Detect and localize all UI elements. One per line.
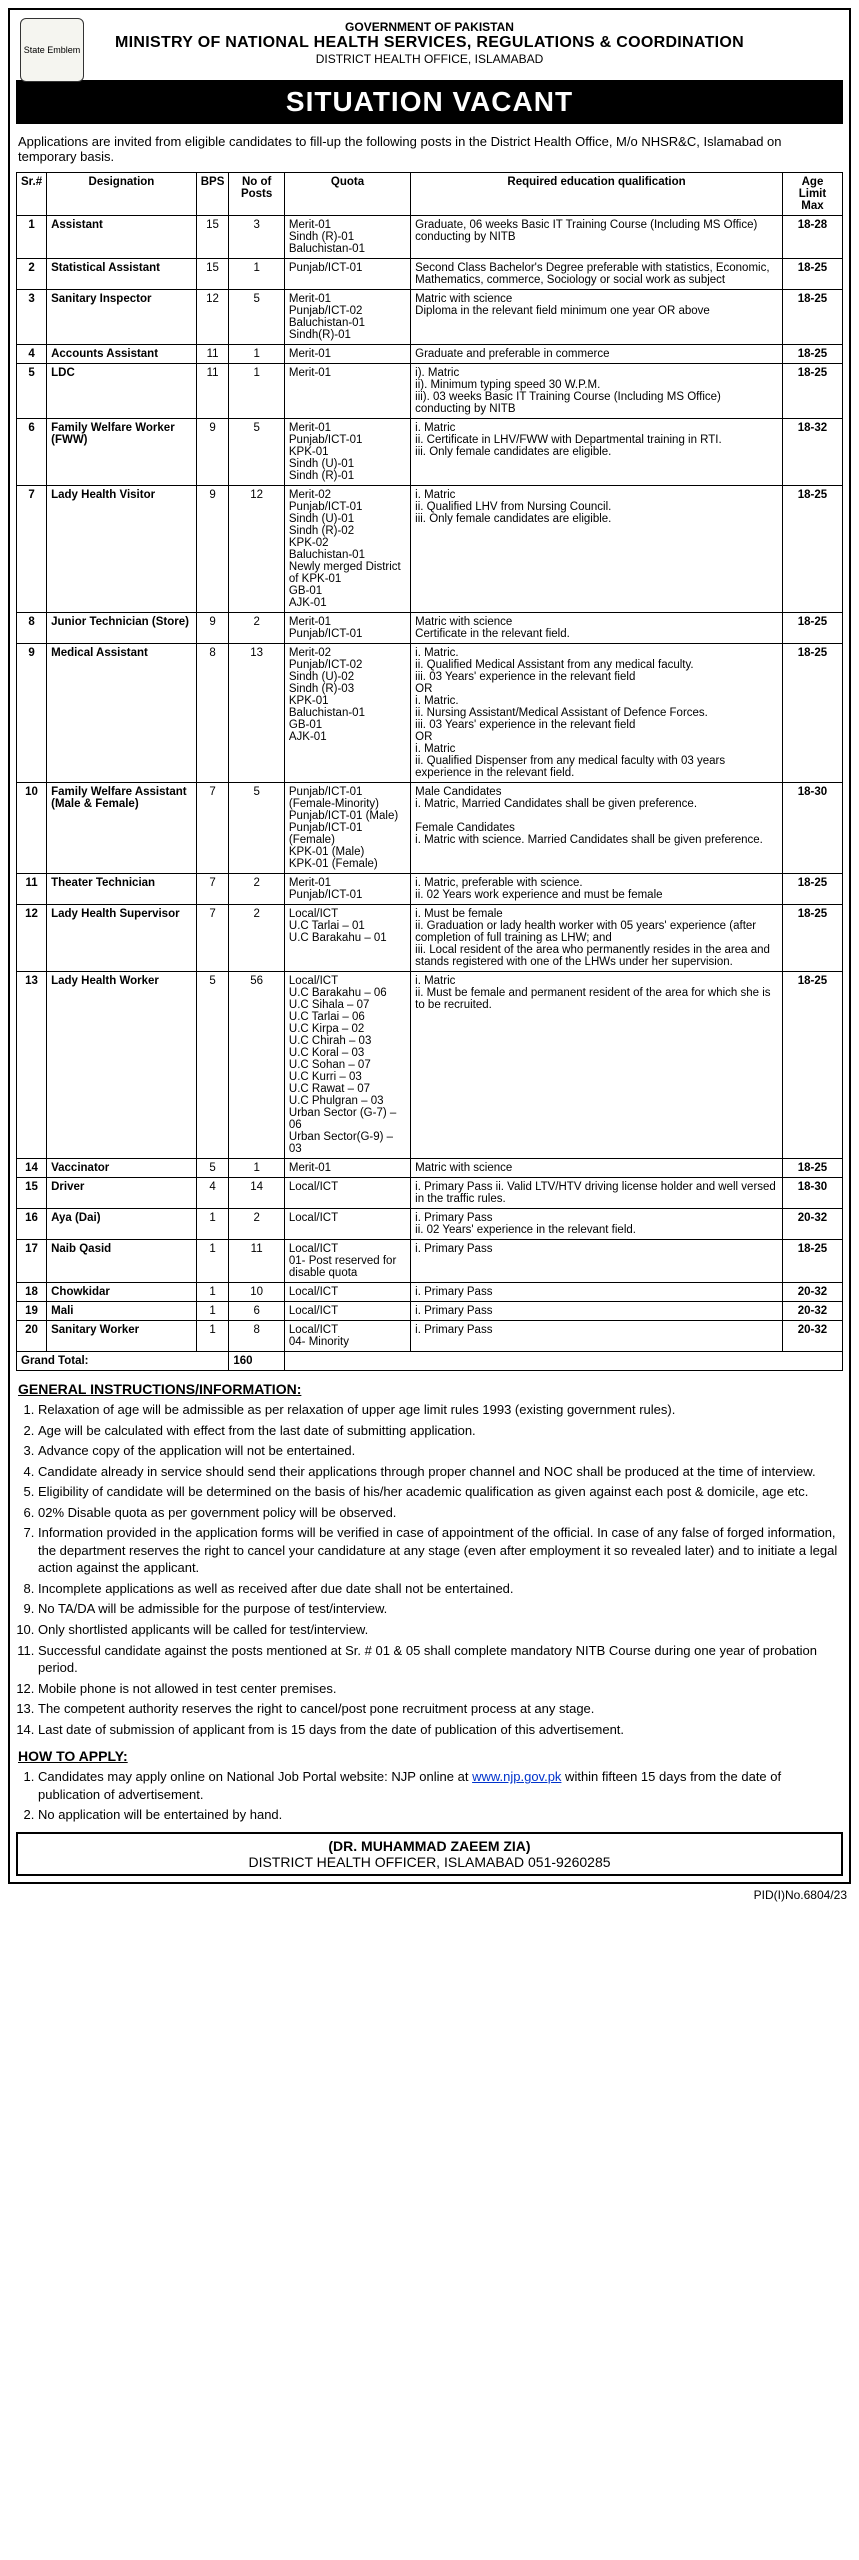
table-row: 14Vaccinator51Merit-01Matric with scienc… (17, 1159, 843, 1178)
table-row: 7Lady Health Visitor912Merit-02 Punjab/I… (17, 486, 843, 613)
jobs-col-0: Sr.# (17, 173, 47, 216)
instruction-item: Eligibility of candidate will be determi… (38, 1483, 841, 1501)
pid-number: PID(I)No.6804/23 (8, 1888, 851, 1902)
table-row: 17Naib Qasid111Local/ICT 01- Post reserv… (17, 1240, 843, 1283)
signatory-title: DISTRICT HEALTH OFFICER, ISLAMABAD 051-9… (24, 1854, 835, 1870)
instruction-item: Incomplete applications as well as recei… (38, 1580, 841, 1598)
table-row: 6Family Welfare Worker (FWW)95Merit-01 P… (17, 419, 843, 486)
instruction-item: Last date of submission of applicant fro… (38, 1721, 841, 1739)
gov-line: GOVERNMENT OF PAKISTAN (16, 20, 843, 34)
instruction-item: Only shortlisted applicants will be call… (38, 1621, 841, 1639)
table-row: 15Driver414Local/ICTi. Primary Pass ii. … (17, 1178, 843, 1209)
jobs-col-4: Quota (284, 173, 410, 216)
instruction-item: Relaxation of age will be admissible as … (38, 1401, 841, 1419)
office-line: DISTRICT HEALTH OFFICE, ISLAMABAD (16, 52, 843, 66)
signatory-name: (DR. MUHAMMAD ZAEEM ZIA) (24, 1838, 835, 1854)
table-row: 13Lady Health Worker556Local/ICT U.C Bar… (17, 972, 843, 1159)
state-emblem-icon: State Emblem (20, 18, 84, 82)
jobs-col-6: Age Limit Max (782, 173, 842, 216)
table-row: 8Junior Technician (Store)92Merit-01 Pun… (17, 613, 843, 644)
table-row: 16Aya (Dai)12Local/ICTi. Primary Pass ii… (17, 1209, 843, 1240)
table-row: 19Mali16Local/ICTi. Primary Pass20-32 (17, 1302, 843, 1321)
header: State Emblem GOVERNMENT OF PAKISTAN MINI… (16, 16, 843, 74)
signature-box: (DR. MUHAMMAD ZAEEM ZIA) DISTRICT HEALTH… (16, 1832, 843, 1876)
table-row: 5LDC111Merit-01i). Matric ii). Minimum t… (17, 364, 843, 419)
table-row: 9Medical Assistant813Merit-02 Punjab/ICT… (17, 644, 843, 783)
instruction-item: Candidate already in service should send… (38, 1463, 841, 1481)
jobs-col-2: BPS (196, 173, 229, 216)
jobs-col-5: Required education qualification (411, 173, 783, 216)
grand-total-row: Grand Total:160 (17, 1352, 843, 1371)
instruction-item: Successful candidate against the posts m… (38, 1642, 841, 1677)
instruction-item: Information provided in the application … (38, 1524, 841, 1577)
table-row: 4Accounts Assistant111Merit-01Graduate a… (17, 345, 843, 364)
njp-link[interactable]: www.njp.gov.pk (472, 1769, 561, 1784)
instruction-item: The competent authority reserves the rig… (38, 1700, 841, 1718)
jobs-col-3: No of Posts (229, 173, 285, 216)
intro-text: Applications are invited from eligible c… (18, 134, 841, 164)
table-row: 2Statistical Assistant151Punjab/ICT-01Se… (17, 259, 843, 290)
instruction-item: Advance copy of the application will not… (38, 1442, 841, 1460)
apply-item: Candidates may apply online on National … (38, 1768, 841, 1803)
jobs-col-1: Designation (47, 173, 197, 216)
ministry-line: MINISTRY OF NATIONAL HEALTH SERVICES, RE… (16, 34, 843, 52)
jobs-table: Sr.#DesignationBPSNo of PostsQuotaRequir… (16, 172, 843, 1371)
apply-list: Candidates may apply online on National … (38, 1768, 841, 1824)
instructions-heading: GENERAL INSTRUCTIONS/INFORMATION: (18, 1381, 841, 1397)
instruction-item: 02% Disable quota as per government poli… (38, 1504, 841, 1522)
table-row: 18Chowkidar110Local/ICTi. Primary Pass20… (17, 1283, 843, 1302)
instruction-item: Age will be calculated with effect from … (38, 1422, 841, 1440)
table-row: 1Assistant153Merit-01 Sindh (R)-01 Baluc… (17, 216, 843, 259)
table-row: 12Lady Health Supervisor72Local/ICT U.C … (17, 905, 843, 972)
table-row: 10Family Welfare Assistant (Male & Femal… (17, 783, 843, 874)
table-row: 3Sanitary Inspector125Merit-01 Punjab/IC… (17, 290, 843, 345)
instructions-list: Relaxation of age will be admissible as … (38, 1401, 841, 1738)
table-row: 20Sanitary Worker18Local/ICT 04- Minorit… (17, 1321, 843, 1352)
situation-vacant-banner: SITUATION VACANT (16, 80, 843, 124)
instruction-item: No TA/DA will be admissible for the purp… (38, 1600, 841, 1618)
table-row: 11Theater Technician72Merit-01 Punjab/IC… (17, 874, 843, 905)
apply-item: No application will be entertained by ha… (38, 1806, 841, 1824)
apply-heading: HOW TO APPLY: (18, 1748, 841, 1764)
instruction-item: Mobile phone is not allowed in test cent… (38, 1680, 841, 1698)
